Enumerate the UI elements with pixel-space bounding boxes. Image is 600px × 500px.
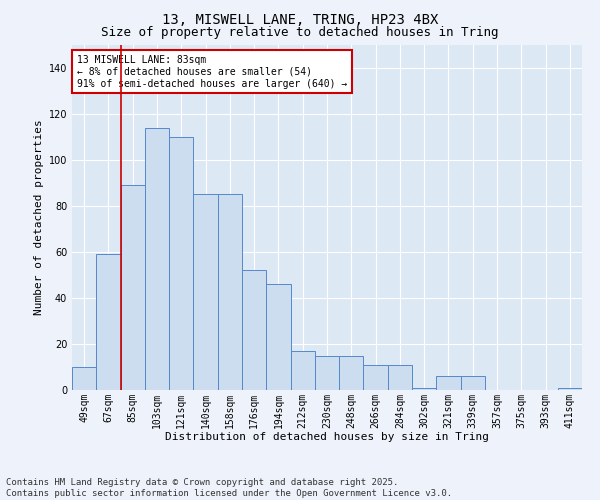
Bar (145, 128, 169, 390)
Y-axis label: Number of detached properties: Number of detached properties (34, 120, 44, 316)
Text: 13, MISWELL LANE, TRING, HP23 4BX: 13, MISWELL LANE, TRING, HP23 4BX (162, 12, 438, 26)
Bar (412, 388, 436, 390)
Bar (461, 376, 485, 390)
Bar (558, 388, 582, 390)
Text: Contains HM Land Registry data © Crown copyright and database right 2025.
Contai: Contains HM Land Registry data © Crown c… (6, 478, 452, 498)
Bar (266, 284, 290, 390)
Bar (364, 364, 388, 390)
Text: Size of property relative to detached houses in Tring: Size of property relative to detached ho… (101, 26, 499, 39)
Bar (121, 186, 145, 390)
Bar (242, 270, 266, 390)
Bar (315, 356, 339, 390)
Bar (339, 356, 364, 390)
Bar (96, 254, 121, 390)
Bar (218, 194, 242, 390)
Bar (388, 364, 412, 390)
Bar (193, 194, 218, 390)
X-axis label: Distribution of detached houses by size in Tring: Distribution of detached houses by size … (165, 432, 489, 442)
Bar (436, 376, 461, 390)
Bar (72, 367, 96, 390)
Bar (169, 137, 193, 390)
Text: 13 MISWELL LANE: 83sqm
← 8% of detached houses are smaller (54)
91% of semi-deta: 13 MISWELL LANE: 83sqm ← 8% of detached … (77, 56, 347, 88)
Bar (290, 351, 315, 390)
